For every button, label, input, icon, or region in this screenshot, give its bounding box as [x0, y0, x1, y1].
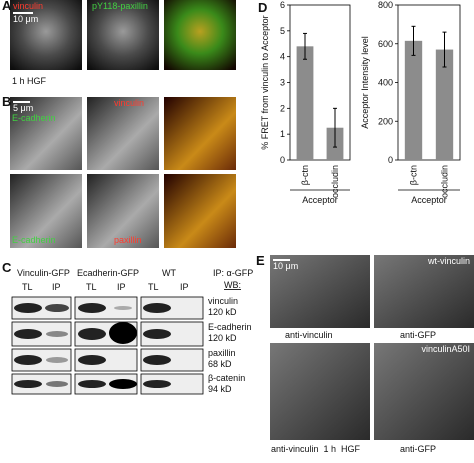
image [10, 97, 82, 170]
bar [435, 49, 454, 160]
y-tick-label: 600 [378, 39, 393, 49]
panel-d: 0 1 2 3 4 5 6 % FRET from vinculin to Acceptor β… [260, 0, 461, 205]
image [87, 174, 159, 248]
mw: 120 kD [208, 307, 237, 317]
panel-c: C Vinculin-GFP Ecadherin-GFP WT IP: α-GF… [2, 260, 253, 395]
blot [11, 296, 204, 395]
image [270, 343, 370, 440]
channel-label: paxillin [114, 235, 142, 245]
y-tick-label: 200 [378, 116, 393, 126]
mw: 68 kD [208, 359, 232, 369]
mw: 94 kD [208, 384, 232, 394]
construct: Vinculin-GFP [17, 268, 70, 278]
y-tick-label: 2 [280, 103, 285, 113]
x-tick-label: β-ctn [300, 165, 310, 185]
construct: Ecadherin-GFP [77, 268, 139, 278]
lane: IP [180, 282, 189, 292]
image [164, 0, 236, 70]
y-tick-label: 0 [280, 155, 285, 165]
error-bar [303, 32, 307, 60]
panel-label: D [258, 0, 267, 15]
inset-label: wt-vinculin [427, 256, 470, 266]
image [374, 255, 474, 328]
image [374, 343, 474, 440]
construct: WT [162, 268, 176, 278]
panel-e: E 10 μm wt-vinculin vinculinA50I anti-vi… [256, 253, 474, 454]
scale-label: 5 μm [13, 103, 33, 113]
panel-label: B [2, 94, 11, 109]
scale-label: 10 μm [13, 14, 38, 24]
wb-label: WB: [224, 280, 241, 290]
y-tick-label: 0 [388, 155, 393, 165]
inset-label: vinculinA50I [421, 344, 470, 354]
condition: 1 h HGF [12, 76, 47, 86]
error-bar [333, 107, 337, 148]
protein: vinculin [208, 296, 238, 306]
channel-label: E-cadherin [12, 235, 56, 245]
error-bar [411, 25, 416, 56]
image [164, 174, 236, 248]
y-tick-label: 4 [280, 52, 285, 62]
bar [404, 40, 423, 160]
channel-label: E-cadherin [12, 113, 56, 123]
image [164, 97, 236, 170]
channel-label: vinculin [13, 1, 43, 11]
image [10, 174, 82, 248]
x-tick-label: β-ctn [409, 165, 419, 185]
x-tick-label: occludin [440, 165, 450, 198]
protein: β-catenin [208, 373, 245, 383]
lane: TL [148, 282, 159, 292]
y-tick-label: 400 [378, 78, 393, 88]
image [10, 0, 82, 70]
panel-label: E [256, 253, 265, 268]
y-tick-label: 5 [280, 26, 285, 36]
lane: IP [117, 282, 126, 292]
lane: IP [52, 282, 61, 292]
error-bar [442, 31, 447, 68]
protein: paxillin [208, 348, 236, 358]
x-axis-label: Acceptor [411, 195, 447, 205]
caption: anti-GFP [400, 444, 436, 454]
image [270, 255, 370, 328]
x-axis-label: Acceptor [302, 195, 338, 205]
mw: 120 kD [208, 333, 237, 343]
y-tick-label: 3 [280, 78, 285, 88]
scale-label: 10 μm [273, 261, 298, 271]
image [87, 0, 159, 70]
caption: anti-GFP [400, 330, 436, 340]
channel-label: pY118-paxillin [92, 1, 148, 11]
channel-label: vinculin [114, 98, 144, 108]
bar [296, 46, 314, 161]
panel-b: B 5 μm E-cadherin vinculin E-cadherin pa… [2, 94, 236, 248]
caption: anti-vinculin 1 h HGF [271, 444, 361, 454]
image [87, 97, 159, 170]
y-tick-label: 6 [280, 0, 285, 10]
y-tick-label: 1 [280, 129, 285, 139]
x-tick-label: occludin [330, 165, 340, 198]
ip-label: IP: α-GFP [213, 268, 253, 278]
bands [14, 303, 171, 389]
panel-label: C [2, 260, 12, 275]
y-axis-label: Acceptor Intensity level [360, 36, 370, 129]
panel-label: A [2, 0, 12, 13]
caption: anti-vinculin [285, 330, 333, 340]
protein: E-cadherin [208, 322, 252, 332]
lane: TL [86, 282, 97, 292]
lane: TL [22, 282, 33, 292]
y-tick-label: 800 [378, 0, 393, 10]
panel-a: A vinculin pY118-paxillin 10 μm 1 h HGF [2, 0, 236, 86]
y-axis-label: % FRET from vinculin to Acceptor [260, 15, 270, 149]
